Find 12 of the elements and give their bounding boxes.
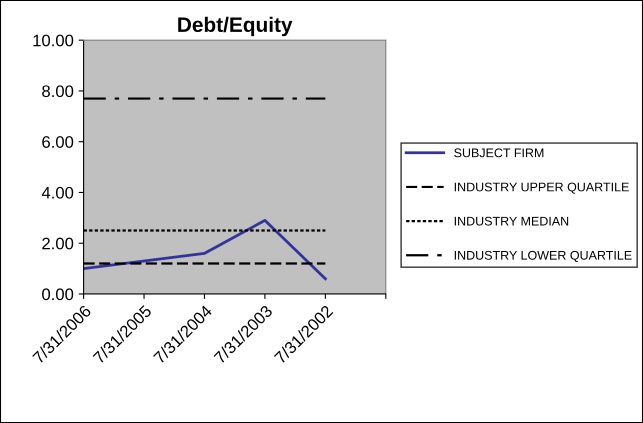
legend-label: INDUSTRY MEDIAN	[454, 216, 568, 226]
legend-label: INDUSTRY UPPER QUARTILE	[454, 182, 629, 194]
y-tick-label: 8.00	[42, 85, 74, 98]
legend-label: INDUSTRY LOWER QUARTILE	[454, 250, 632, 262]
line-series	[84, 218, 327, 280]
y-tick-label: 0.00	[42, 288, 74, 300]
y-tick-label: 4.00	[42, 186, 74, 199]
y-tick-label: 10.00	[33, 34, 74, 46]
y-tick-label: 6.00	[42, 136, 74, 148]
legend-label: SUBJECT FIRM	[454, 148, 544, 158]
y-tick-label: 2.00	[42, 238, 74, 250]
chart-title: Debt/Equity	[178, 16, 292, 36]
